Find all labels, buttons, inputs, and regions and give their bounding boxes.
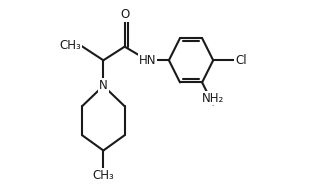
Text: CH₃: CH₃ bbox=[59, 39, 81, 52]
Text: O: O bbox=[120, 8, 129, 21]
Text: N: N bbox=[99, 79, 108, 92]
Text: Cl: Cl bbox=[235, 54, 247, 67]
Text: NH₂: NH₂ bbox=[202, 92, 224, 105]
Text: HN: HN bbox=[139, 54, 156, 67]
Text: CH₃: CH₃ bbox=[93, 169, 114, 182]
